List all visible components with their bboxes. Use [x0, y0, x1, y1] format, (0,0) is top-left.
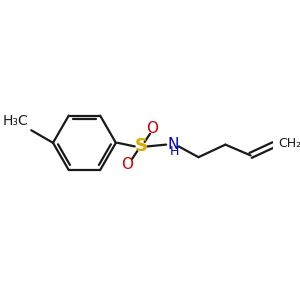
Text: CH₂: CH₂: [278, 137, 300, 150]
Text: H: H: [169, 145, 179, 158]
Text: N: N: [168, 137, 179, 152]
Text: O: O: [146, 121, 158, 136]
Text: S: S: [134, 137, 148, 155]
Text: O: O: [122, 157, 134, 172]
Text: H₃C: H₃C: [3, 114, 28, 128]
